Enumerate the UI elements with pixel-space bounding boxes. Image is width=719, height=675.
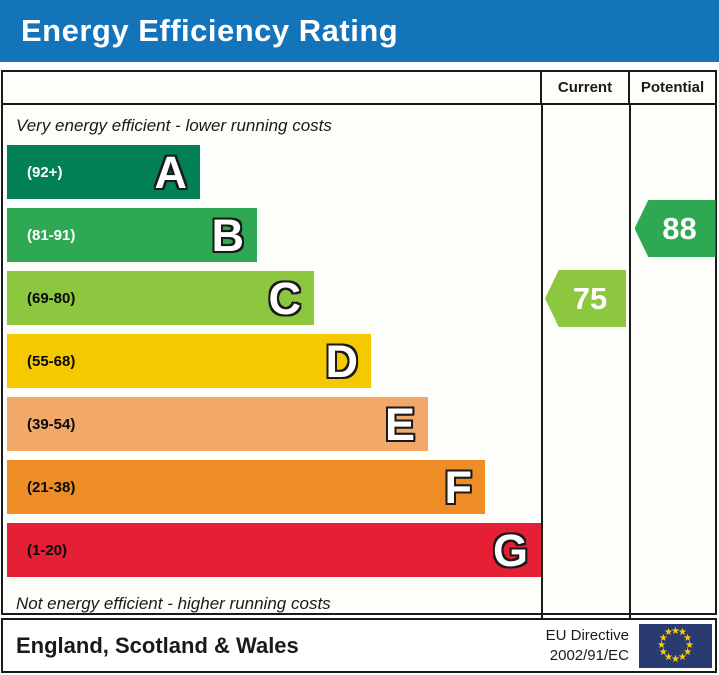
rating-bands: (92+) A (81-91) B (69-80) C (55-68) D <box>3 145 541 586</box>
potential-column: 88 <box>628 105 716 624</box>
header-spacer <box>3 72 540 103</box>
caption-not-efficient: Not energy efficient - higher running co… <box>16 594 331 613</box>
band-a: (92+) A <box>7 145 200 199</box>
band-g-range: (1-20) <box>27 541 68 559</box>
band-a-letter: A <box>154 146 188 198</box>
band-e-letter: E <box>384 398 415 450</box>
current-column: 75 <box>541 105 629 624</box>
chart-body: Very energy efficient - lower running co… <box>3 105 716 624</box>
current-rating-pointer: 75 <box>545 270 626 327</box>
column-header-potential: Potential <box>628 72 715 103</box>
band-d-range: (55-68) <box>27 352 76 370</box>
band-b: (81-91) B <box>7 208 257 262</box>
eu-directive-label: EU Directive 2002/91/EC <box>546 626 629 665</box>
page-title: Energy Efficiency Rating <box>21 13 399 48</box>
footer-right: EU Directive 2002/91/EC ★ ★ ★ ★ ★ ★ ★ ★ ★ ★ ★ ★ <box>546 623 715 668</box>
band-g: (1-20) G <box>7 523 541 577</box>
eu-flag-star-icon: ★ <box>664 627 673 639</box>
eu-flag-star-icon: ★ <box>664 651 673 663</box>
band-d-letter: D <box>325 335 359 387</box>
band-d: (55-68) D <box>7 334 371 388</box>
eu-flag-star-icon: ★ <box>678 651 687 663</box>
eu-directive-line1: EU Directive <box>545 627 629 644</box>
eu-flag-star-icon: ★ <box>678 627 687 639</box>
title-bar: Energy Efficiency Rating <box>0 0 719 62</box>
band-c: (69-80) C <box>7 271 314 325</box>
bands-area: Very energy efficient - lower running co… <box>3 105 541 624</box>
band-b-range: (81-91) <box>27 226 76 244</box>
caption-very-efficient: Very energy efficient - lower running co… <box>16 116 332 135</box>
rating-chart: Current Potential Very energy efficient … <box>1 70 717 624</box>
region-label: England, Scotland & Wales <box>16 632 299 658</box>
band-g-letter: G <box>492 524 528 576</box>
band-e: (39-54) E <box>7 397 428 451</box>
band-b-letter: B <box>211 209 245 261</box>
potential-rating-pointer: 88 <box>634 200 716 257</box>
band-c-letter: C <box>268 272 302 324</box>
band-f: (21-38) F <box>7 460 485 514</box>
band-e-range: (39-54) <box>27 415 76 433</box>
eu-flag-star-icon: ★ <box>683 646 693 658</box>
eu-directive-line2: 2002/91/EC <box>549 646 629 664</box>
eu-flag-star-icon: ★ <box>658 632 668 644</box>
column-header-current: Current <box>540 72 628 103</box>
footer: England, Scotland & Wales EU Directive 2… <box>1 618 717 673</box>
band-f-letter: F <box>444 461 473 513</box>
band-f-range: (21-38) <box>27 478 76 496</box>
eu-flag-star-icon: ★ <box>658 646 668 658</box>
band-c-range: (69-80) <box>27 289 76 307</box>
band-a-range: (92+) <box>27 163 63 181</box>
eu-flag-star-icon: ★ <box>685 639 694 651</box>
eu-flag-star-icon: ★ <box>671 625 680 637</box>
eu-flag-icon: ★ ★ ★ ★ ★ ★ ★ ★ ★ ★ ★ ★ <box>639 623 712 668</box>
chart-header-row: Current Potential <box>3 72 715 105</box>
eu-flag-star-icon: ★ <box>683 632 693 644</box>
eu-flag-star-icon: ★ <box>671 653 680 665</box>
eu-flag-star-icon: ★ <box>657 639 666 651</box>
